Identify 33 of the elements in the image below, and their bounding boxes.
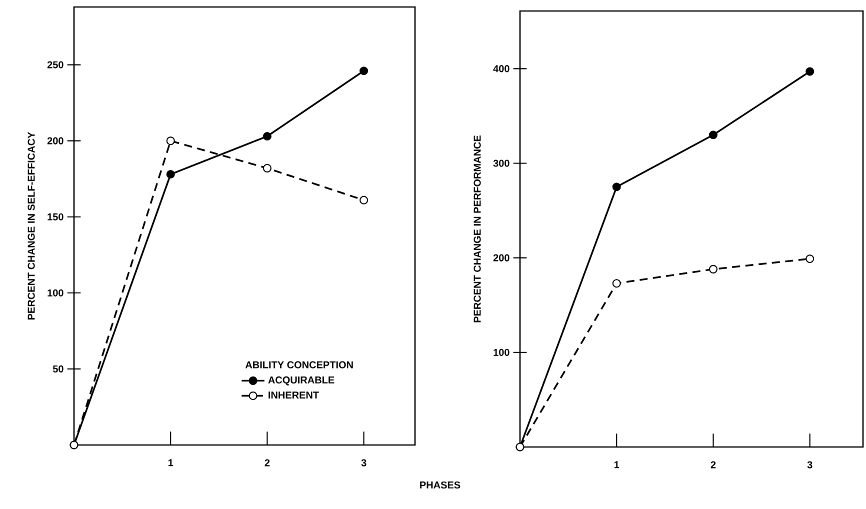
y-axis-title: PERCENT CHANGE IN PERFORMANCE [474, 136, 481, 322]
point [612, 182, 621, 192]
point [708, 130, 718, 140]
y-tick-label: 100 [494, 348, 510, 356]
x-tick-label: 1 [614, 461, 620, 468]
y-tick-label: 150 [48, 213, 64, 220]
y-tick-label: 400 [493, 65, 510, 72]
y-tick-label: 200 [47, 137, 64, 144]
point [262, 164, 272, 172]
x-tick-label: 3 [807, 461, 812, 468]
y-axis-title: PERCENT CHANGE IN SELF-EFFICACY [28, 132, 35, 320]
point [612, 279, 621, 288]
x-tick-label: 2 [710, 461, 716, 468]
y-tick-label: 300 [493, 160, 510, 167]
legend-label: INHERENT [268, 392, 319, 398]
point [806, 254, 814, 264]
point [806, 67, 814, 76]
x-tick-label: 1 [168, 459, 174, 466]
y-tick-label: 200 [493, 254, 510, 262]
y-tick-label: 50 [52, 365, 64, 372]
x-axis-title: PHASES [420, 481, 460, 489]
x-tick-label: 2 [264, 459, 270, 466]
point [360, 196, 368, 204]
legend-label: ACQUIRABLE [268, 376, 334, 386]
point [262, 132, 272, 141]
legend-title: ABILITY CONCEPTION [245, 361, 353, 368]
point [166, 170, 175, 179]
point [166, 136, 175, 146]
point [708, 264, 718, 274]
point [360, 66, 368, 76]
y-tick-label: 100 [48, 289, 64, 296]
y-tick-label: 250 [47, 61, 64, 68]
x-tick-label: 3 [361, 459, 366, 466]
